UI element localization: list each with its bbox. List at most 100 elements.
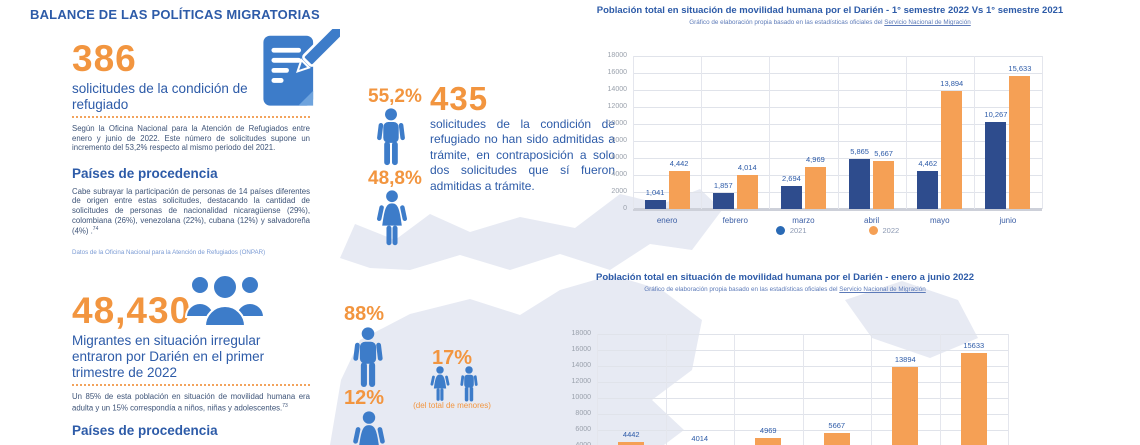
- y-axis-label: 14000: [607, 86, 627, 93]
- y-axis-label: 14000: [571, 362, 591, 369]
- legend-item-2022: 2022: [868, 226, 900, 235]
- bar-value-label: 5667: [828, 420, 846, 430]
- grid-line-h: [633, 207, 1042, 211]
- grid-line-v: [597, 334, 598, 445]
- page-title: BALANCE DE LAS POLÍTICAS MIGRATORIAS: [30, 7, 320, 22]
- girl-child-icon: [430, 366, 450, 401]
- grid-line-v: [837, 56, 839, 209]
- stat-386-body: Según la Oficina Nacional para la Atenci…: [72, 124, 310, 153]
- male-minors-percent: 88%: [344, 303, 385, 325]
- chart-semester-comparison: Población total en situación de movilida…: [560, 0, 1140, 235]
- chart1-legend: 2021 2022: [633, 226, 1042, 235]
- source-link[interactable]: Servicio Nacional de Migración: [839, 286, 926, 293]
- bar-value-label: 5,667: [874, 148, 893, 158]
- y-axis-label: 4000: [557, 442, 591, 445]
- bar-value-label: 1,857: [713, 181, 733, 191]
- dotted-divider: [72, 384, 310, 386]
- bar-value-label: 10,267: [984, 109, 1008, 119]
- stat-435-value: 435: [430, 80, 489, 117]
- y-axis-label: 16000: [571, 346, 591, 353]
- x-axis-label: mayo: [929, 216, 950, 225]
- countries-heading-1: Países de procedencia: [72, 165, 218, 181]
- footnote-74: 74: [92, 226, 99, 233]
- chart1-subtitle: Gráfico de elaboración propia basado en …: [689, 19, 971, 26]
- bar-2021: [849, 159, 871, 209]
- y-axis-label: 4000: [611, 171, 627, 178]
- legend-label-2021: 2021: [789, 226, 807, 235]
- legend-label-2022: 2022: [882, 226, 900, 235]
- grid-line-v: [871, 334, 872, 445]
- y-axis-label: 10000: [607, 120, 627, 127]
- boy-child-icon: [460, 366, 478, 402]
- y-axis-label: 16000: [607, 69, 627, 76]
- darien-migrants-block: 48,430 Migrantes en situación irregular …: [72, 274, 317, 438]
- bar-value-label: 2,694: [782, 174, 801, 184]
- grid-line-v: [665, 334, 667, 445]
- bar-value-label: 4,462: [918, 159, 938, 169]
- bar-value-label: 15633: [963, 340, 985, 350]
- grid-line-v: [734, 334, 735, 445]
- grid-line-v: [701, 56, 703, 209]
- stat-48430-body: Un 85% de esta población en situación de…: [72, 392, 310, 413]
- bar-2022: [941, 90, 963, 209]
- y-axis-label: 6000: [575, 426, 591, 433]
- people-group-icon: [184, 274, 266, 327]
- y-axis-label: 0: [623, 205, 627, 212]
- stat-386-label: solicitudes de la condición de refugiado: [72, 81, 248, 112]
- bar-value-label: 4442: [622, 430, 640, 440]
- bar-value-label: 13894: [894, 354, 916, 364]
- bar-2022: [804, 166, 826, 209]
- bar-value-label: 15,633: [1008, 64, 1032, 74]
- bar-2022: [1009, 76, 1031, 209]
- footnote-73: 73: [282, 402, 288, 409]
- y-axis-label: 18000: [571, 330, 591, 337]
- minors-percent: 17%: [432, 347, 473, 369]
- bar-2021: [985, 121, 1007, 209]
- male-person-icon: [377, 108, 405, 166]
- bar-2022: [960, 352, 987, 445]
- bar-2022: [873, 160, 895, 209]
- refugee-applications-block: 386 solicitudes de la condición de refug…: [72, 29, 340, 256]
- legend-dot-2022: [868, 226, 878, 235]
- stat-48430-label: Migrantes en situación irregular entraro…: [72, 333, 265, 380]
- bar-value-label: 4,969: [806, 154, 825, 164]
- stat-48430-value: 48,430: [72, 290, 192, 331]
- x-axis-label: febrero: [722, 216, 748, 225]
- grid-line-v: [905, 56, 907, 209]
- grid-line-v: [802, 334, 804, 445]
- bar-2022: [892, 366, 919, 445]
- bar-2021: [780, 186, 802, 209]
- bar-value-label: 5,865: [850, 147, 869, 157]
- y-axis-label: 2000: [611, 188, 627, 195]
- adult-female-percent: 48,8%: [368, 168, 422, 189]
- bar-2022: [618, 442, 645, 445]
- chart1-plot-area: 18000 16000 14000 12000 10000 8000 6000 4000 200…: [608, 52, 1043, 225]
- female-person-icon: [376, 190, 408, 246]
- y-axis-label: 8000: [611, 137, 627, 144]
- source-link[interactable]: Servicio Nacional de Migración: [884, 19, 971, 26]
- x-axis-label: junio: [999, 216, 1017, 225]
- adult-male-percent: 55,2%: [368, 86, 422, 107]
- bar-2021: [712, 193, 734, 209]
- bar-value-label: 4,442: [669, 159, 689, 169]
- y-axis-label: 6000: [611, 154, 627, 161]
- grid-line-v: [1042, 56, 1043, 209]
- x-axis-label: enero: [656, 216, 678, 225]
- y-axis-label: 10000: [571, 394, 591, 401]
- document-pen-icon: [263, 29, 340, 106]
- grid-line-v: [939, 334, 941, 445]
- minors-caption: (del total de menores): [413, 401, 491, 410]
- bar-2022: [736, 174, 758, 209]
- y-axis-label: 12000: [571, 378, 591, 385]
- dotted-divider: [72, 116, 310, 118]
- legend-item-2021: 2021: [775, 226, 807, 235]
- charts-column: Población total en situación de movilida…: [560, 0, 1140, 445]
- grid-line-v: [1008, 334, 1009, 445]
- bar-2021: [644, 200, 666, 209]
- stat-435-text: solicitudes de la condición de refugiado…: [430, 117, 615, 193]
- countries-heading-2: Países de procedencia: [72, 422, 218, 438]
- countries-body-1: Cabe subrayar la participación de person…: [72, 186, 310, 236]
- chart2-subtitle: Gráfico de elaboración propia basado en …: [644, 286, 926, 293]
